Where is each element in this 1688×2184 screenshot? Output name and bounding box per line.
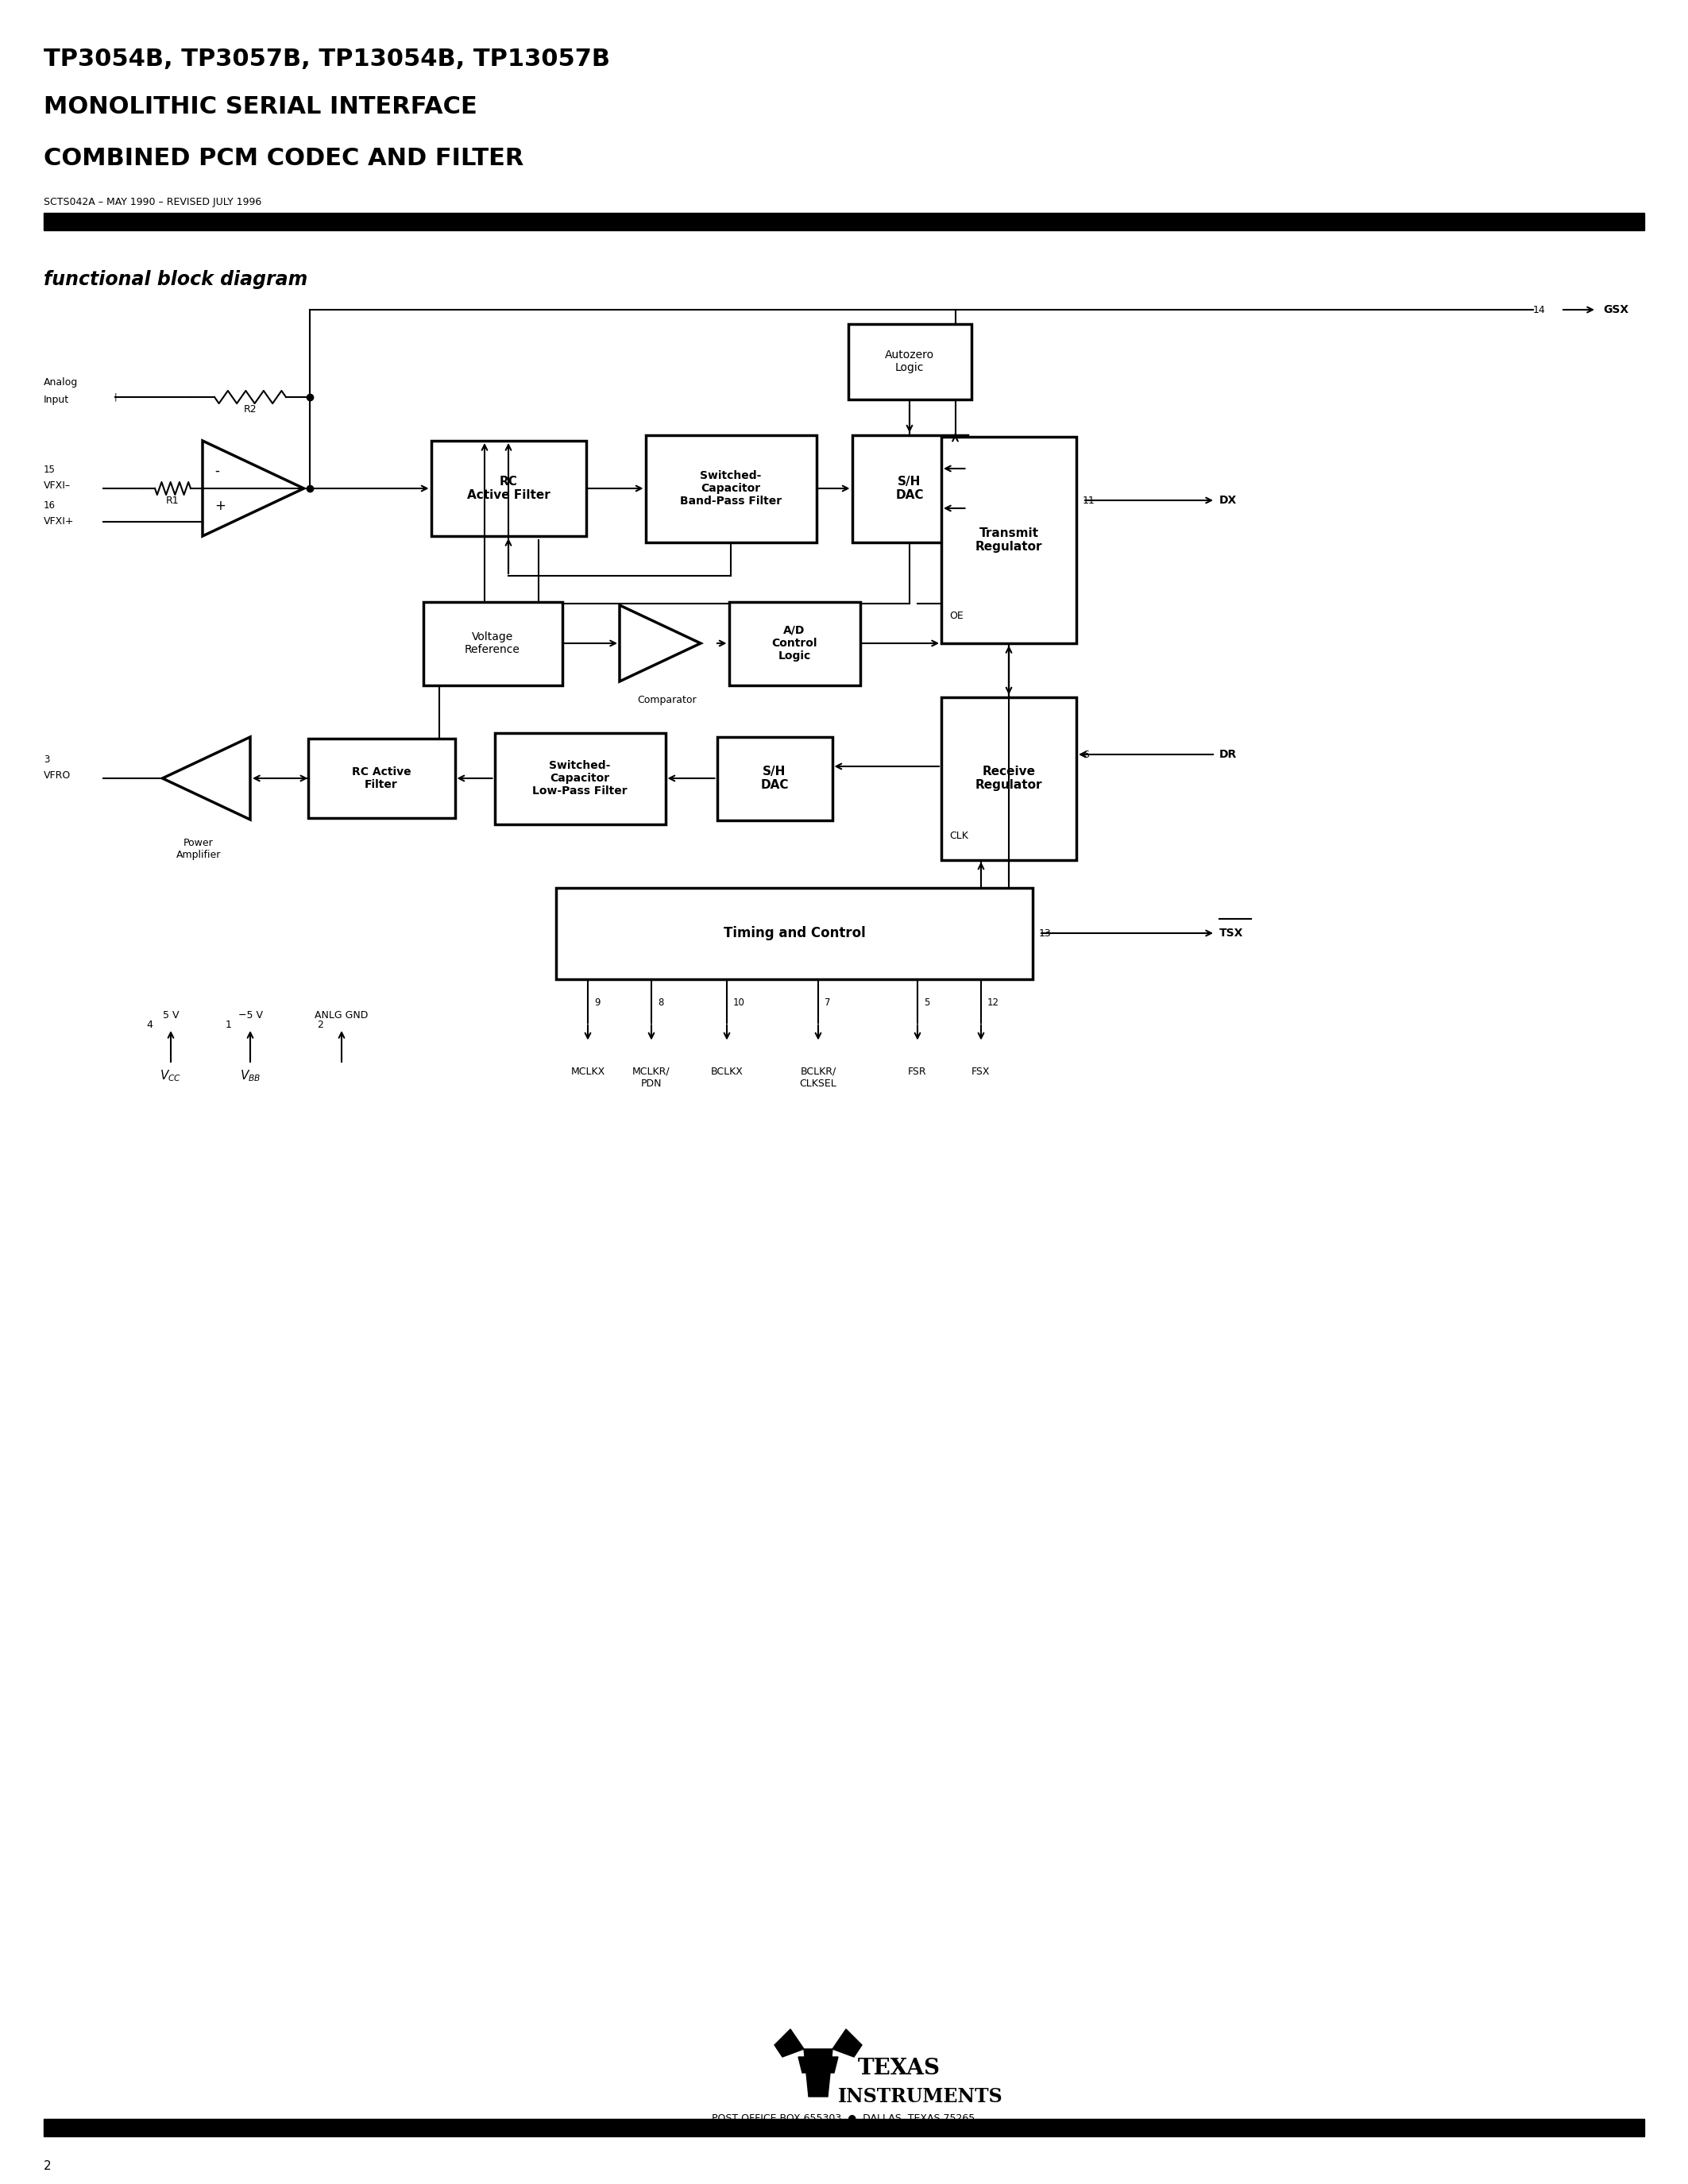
Text: SCTS042A – MAY 1990 – REVISED JULY 1996: SCTS042A – MAY 1990 – REVISED JULY 1996 (44, 197, 262, 207)
Text: Analog: Analog (44, 378, 78, 387)
Text: Power
Amplifier: Power Amplifier (176, 839, 221, 860)
Text: S/H
DAC: S/H DAC (895, 476, 923, 502)
Text: A/D
Control
Logic: A/D Control Logic (771, 625, 817, 662)
Text: POST OFFICE BOX 655303  ●  DALLAS, TEXAS 75265: POST OFFICE BOX 655303 ● DALLAS, TEXAS 7… (712, 2112, 976, 2123)
Text: BCLKR/
CLKSEL: BCLKR/ CLKSEL (800, 1066, 837, 1088)
Text: OE: OE (949, 609, 964, 620)
Text: GSX: GSX (1604, 304, 1629, 314)
Text: 8: 8 (658, 998, 663, 1007)
Bar (852, 435, 967, 542)
Text: Switched-
Capacitor
Low-Pass Filter: Switched- Capacitor Low-Pass Filter (532, 760, 628, 797)
Text: ANLG GND: ANLG GND (314, 1011, 368, 1020)
Text: 5 V: 5 V (162, 1011, 179, 1020)
Text: Voltage
Reference: Voltage Reference (464, 631, 520, 655)
Text: TSX: TSX (1219, 928, 1244, 939)
Text: 15: 15 (44, 465, 56, 474)
Text: TP3054B, TP3057B, TP13054B, TP13057B: TP3054B, TP3057B, TP13054B, TP13057B (44, 48, 609, 70)
Bar (645, 435, 817, 542)
Text: VFXI+: VFXI+ (44, 515, 74, 526)
Polygon shape (803, 2049, 832, 2097)
Text: INSTRUMENTS: INSTRUMENTS (837, 2088, 1003, 2105)
Text: $V_{BB}$: $V_{BB}$ (240, 1068, 260, 1083)
Text: MCLKR/
PDN: MCLKR/ PDN (633, 1066, 670, 1088)
Text: 2: 2 (44, 2160, 51, 2173)
Text: 3: 3 (44, 753, 49, 764)
Text: COMBINED PCM CODEC AND FILTER: COMBINED PCM CODEC AND FILTER (44, 146, 523, 170)
Text: Input: Input (44, 395, 69, 404)
Bar (495, 732, 665, 823)
Text: MONOLITHIC SERIAL INTERFACE: MONOLITHIC SERIAL INTERFACE (44, 96, 478, 118)
Text: $V_{CC}$: $V_{CC}$ (160, 1068, 182, 1083)
Text: DR: DR (1219, 749, 1237, 760)
Text: 2: 2 (317, 1020, 324, 1029)
Bar (430, 441, 586, 535)
Text: +: + (214, 498, 226, 513)
Text: R2: R2 (243, 404, 257, 415)
Text: functional block diagram: functional block diagram (44, 271, 307, 288)
Text: 4: 4 (147, 1020, 152, 1029)
Text: 13: 13 (1040, 928, 1052, 939)
Bar (942, 437, 1077, 644)
Polygon shape (832, 2029, 863, 2057)
Text: CLK: CLK (949, 830, 969, 841)
Text: 11: 11 (1082, 496, 1096, 505)
Bar (717, 736, 832, 819)
Text: Comparator: Comparator (638, 695, 697, 705)
Text: TEXAS: TEXAS (858, 2057, 940, 2079)
Text: 12: 12 (987, 998, 999, 1007)
Bar (44, 212, 1644, 229)
Bar (847, 323, 971, 400)
Text: Timing and Control: Timing and Control (724, 926, 866, 941)
Polygon shape (775, 2029, 803, 2057)
Text: 16: 16 (44, 500, 56, 511)
Text: R1: R1 (165, 496, 179, 505)
Text: FSX: FSX (972, 1066, 991, 1077)
Text: −5 V: −5 V (238, 1011, 263, 1020)
Bar (942, 697, 1077, 860)
Text: BCLKX: BCLKX (711, 1066, 743, 1077)
Text: FSR: FSR (908, 1066, 927, 1077)
Text: 1: 1 (226, 1020, 231, 1029)
Text: Receive
Regulator: Receive Regulator (976, 764, 1043, 791)
Text: Autozero
Logic: Autozero Logic (885, 349, 933, 373)
Text: MCLKX: MCLKX (571, 1066, 604, 1077)
Text: 14: 14 (1533, 304, 1546, 314)
Text: 10: 10 (733, 998, 744, 1007)
Text: Switched-
Capacitor
Band-Pass Filter: Switched- Capacitor Band-Pass Filter (680, 470, 782, 507)
Text: DX: DX (1219, 496, 1237, 507)
Text: VFXI–: VFXI– (44, 480, 71, 491)
Text: RC Active
Filter: RC Active Filter (351, 767, 410, 791)
Polygon shape (798, 2057, 837, 2073)
Text: S/H
DAC: S/H DAC (760, 764, 788, 791)
Text: 7: 7 (824, 998, 830, 1007)
Text: Transmit
Regulator: Transmit Regulator (976, 526, 1043, 553)
Text: |: | (113, 393, 116, 402)
Bar (555, 887, 1033, 978)
Text: 9: 9 (594, 998, 601, 1007)
Text: VFRO: VFRO (44, 771, 71, 780)
Bar (44, 2118, 1644, 2136)
Text: 6: 6 (1082, 749, 1089, 760)
Bar (307, 738, 454, 819)
Text: 5: 5 (923, 998, 930, 1007)
Bar (424, 601, 562, 686)
Text: -: - (214, 463, 219, 478)
Bar (729, 601, 859, 686)
Text: RC
Active Filter: RC Active Filter (468, 476, 550, 502)
